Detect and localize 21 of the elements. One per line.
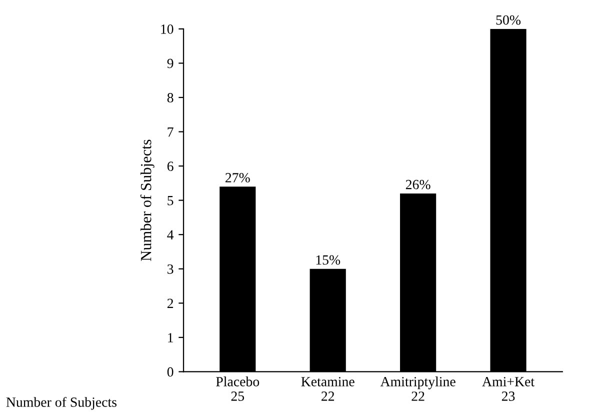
y-tick-label: 3 — [168, 264, 174, 274]
y-tick-label: 8 — [167, 93, 174, 102]
x-tick-label: Placebo 25 — [216, 376, 260, 401]
y-tick-label: 4 — [167, 230, 174, 240]
y-tick-label: 2 — [167, 298, 174, 308]
text: Number of Subjects — [6, 396, 117, 410]
y-tick-label: 10 — [161, 24, 174, 34]
y-tick-label: 5 — [168, 196, 174, 206]
annotation: 50% — [496, 15, 521, 25]
x-tick-label: Ketamine 22 — [301, 377, 354, 401]
x-tick-label: Ami+Ket 23 — [482, 377, 534, 401]
y-tick-label: 9 — [167, 58, 174, 68]
x-tick-label: Amitriptyline 22 — [380, 376, 456, 401]
y-tick-label: 0 — [167, 367, 174, 377]
annotation: 27% — [226, 173, 250, 182]
y-tick-label: 7 — [168, 127, 174, 137]
y-axis-title: Number of Subjects — [140, 140, 154, 261]
annotation: 26% — [406, 180, 430, 190]
y-tick-label: 1 — [168, 333, 173, 342]
annotation: 15% — [316, 255, 340, 265]
y-tick-label: 6 — [167, 162, 174, 171]
